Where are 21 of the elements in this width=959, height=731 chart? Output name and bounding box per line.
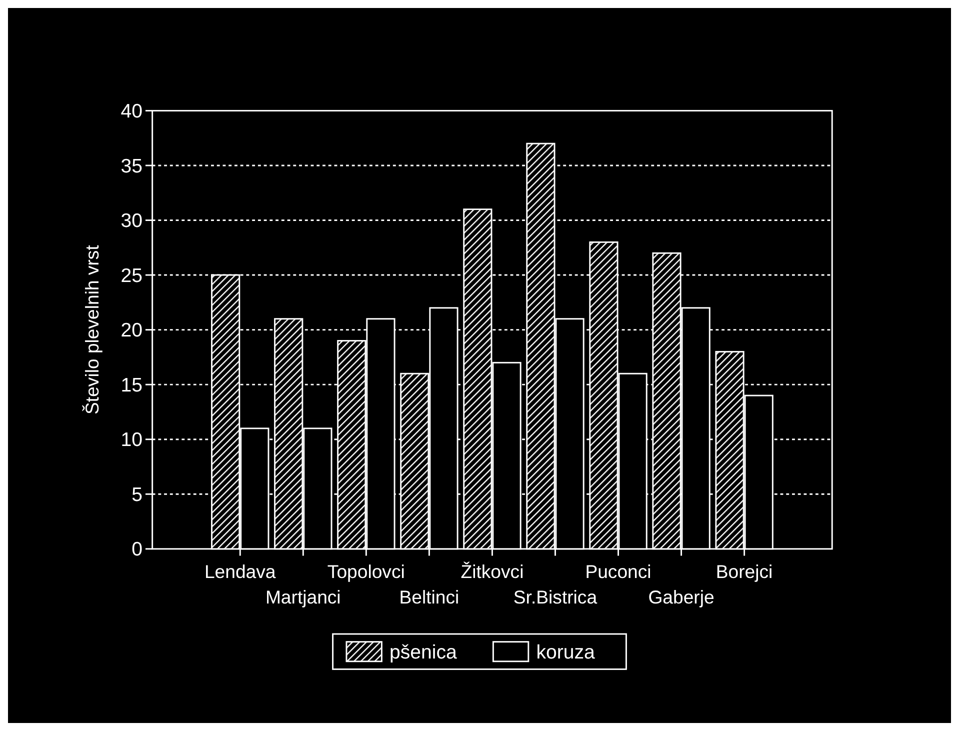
x-tick-label: Žitkovci [460,561,524,582]
x-tick-label: Puconci [585,561,652,582]
y-tick-label: 5 [132,484,143,506]
x-tick-label: Gaberje [648,586,714,608]
y-tick-label: 20 [120,320,143,342]
x-tick-label: Lendava [204,561,276,582]
y-tick-label: 25 [120,264,143,287]
legend-label: pšenica [390,641,458,664]
y-tick-label: 40 [120,100,143,123]
x-tick-label: Borejci [716,561,773,582]
y-tick-label: 0 [132,538,143,561]
x-tick-label: Sr.Bistrica [513,586,598,608]
x-tick-label: Martjanci [265,586,341,608]
y-axis-title: Število plevelnih vrst [82,244,103,414]
legend-label: koruza [536,641,596,664]
x-tick-label: Beltinci [399,586,460,608]
x-tick-label: Topolovci [327,561,405,582]
y-tick-label: 30 [120,210,143,232]
y-tick-label: 10 [120,429,143,452]
y-tick-label: 15 [120,374,143,396]
y-tick-label: 35 [120,155,143,178]
